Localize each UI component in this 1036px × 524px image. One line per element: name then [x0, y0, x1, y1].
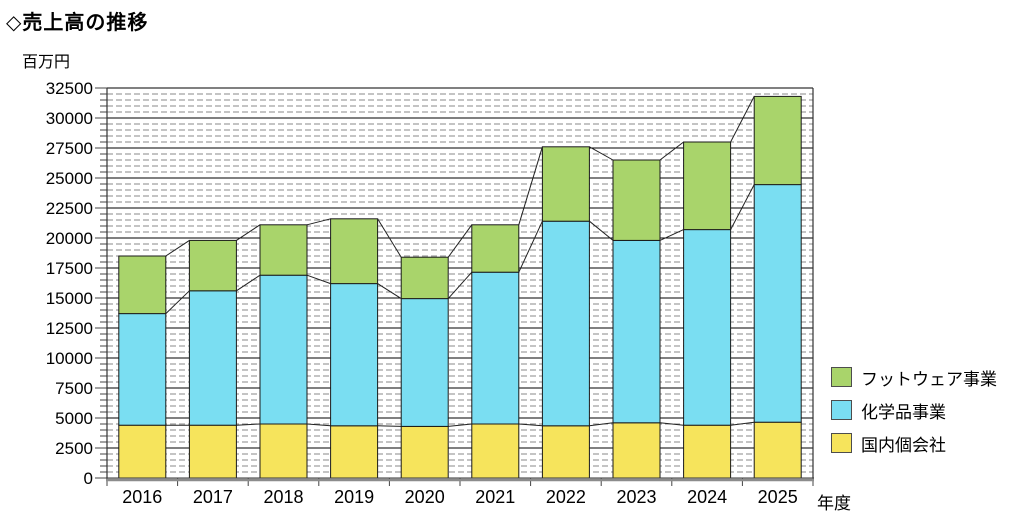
bar-segment: [683, 141, 732, 231]
y-tick-label: 2500: [55, 439, 93, 458]
bar-segment: [188, 239, 237, 292]
series-connector-line: [589, 422, 614, 427]
y-tick-label: 20000: [46, 229, 93, 248]
x-tick-label: 2023: [616, 487, 656, 507]
bar-segment: [471, 423, 520, 479]
bar-segment: [753, 421, 802, 479]
bar-segment: [118, 313, 167, 426]
series-connector-line: [730, 421, 755, 426]
series-connector-line: [377, 425, 402, 427]
bar-segment: [683, 424, 732, 479]
series-connector-line: [306, 423, 331, 427]
bar-segment: [753, 95, 802, 186]
chart-legend: フットウェア事業 化学品事業 国内個会社: [831, 366, 997, 455]
y-tick-label: 10000: [46, 349, 93, 368]
bar-segment: [330, 283, 379, 427]
y-tick-label: 22500: [46, 199, 93, 218]
y-tick-label: 27500: [46, 139, 93, 158]
y-tick-label: 32500: [46, 79, 93, 98]
y-tick-label: 25000: [46, 169, 93, 188]
x-tick-label: 2018: [263, 487, 303, 507]
x-tick-label: 2024: [687, 487, 727, 507]
y-tick-label: 0: [84, 469, 93, 488]
x-tick-label: 2021: [475, 487, 515, 507]
x-tick-label: 2017: [193, 487, 233, 507]
bar-segment: [118, 255, 167, 315]
series-connector-line: [377, 283, 402, 300]
series-connector-line: [377, 218, 402, 258]
bar-segment: [471, 224, 520, 273]
bar-segment: [330, 425, 379, 479]
chart-title: ◇売上高の推移: [6, 12, 149, 34]
series-connector-line: [518, 423, 543, 427]
series-connector-line: [659, 141, 684, 161]
x-tick-label: 2019: [334, 487, 374, 507]
y-tick-label: 12500: [46, 319, 93, 338]
x-tick-label: 2016: [122, 487, 162, 507]
series-connector-line: [236, 224, 261, 241]
legend-swatch-chemicals: [831, 400, 852, 420]
series-connector-line: [165, 290, 190, 314]
series-connector-line: [448, 423, 472, 427]
x-axis-unit-label: 年度: [817, 494, 851, 513]
bar-segment: [471, 271, 520, 425]
y-tick-label: 5000: [55, 409, 93, 428]
bar-segment: [118, 424, 167, 479]
bar-segment: [188, 290, 237, 426]
legend-swatch-footwear: [831, 367, 852, 387]
series-connector-line: [659, 229, 684, 241]
y-tick-label: 30000: [46, 109, 93, 128]
y-tick-label: 17500: [46, 259, 93, 278]
series-connector-line: [306, 218, 331, 226]
series-connector-line: [589, 220, 614, 241]
bar-segment: [188, 424, 237, 479]
bar-segment: [541, 220, 590, 427]
y-tick-label: 15000: [46, 289, 93, 308]
series-connector-line: [518, 146, 543, 225]
bar-segment: [612, 159, 661, 241]
series-connector-line: [236, 274, 261, 292]
series-connector-line: [447, 271, 473, 299]
legend-label-footwear: フットウェア事業: [861, 369, 997, 389]
bar-segment: [753, 184, 802, 423]
legend-item-chemicals: 化学品事業: [831, 399, 997, 422]
x-tick-label: 2020: [405, 487, 445, 507]
bar-segment: [330, 218, 379, 285]
bar-segment: [612, 239, 661, 424]
series-connector-line: [236, 423, 261, 426]
y-axis-unit-label: 百万円: [22, 54, 71, 71]
bar-segment: [541, 146, 590, 222]
bar-segment: [683, 229, 732, 426]
series-connector-line: [730, 184, 755, 230]
legend-item-domestic: 国内個会社: [831, 432, 997, 455]
x-tick-label: 2022: [546, 487, 586, 507]
x-tick-label: 2025: [758, 487, 798, 507]
series-connector-line: [589, 146, 614, 161]
bar-segment: [612, 422, 661, 479]
series-connector-line: [165, 239, 190, 257]
series-connector-line: [447, 224, 473, 258]
legend-item-footwear: フットウェア事業: [831, 366, 997, 389]
y-tick-label: 7500: [55, 379, 93, 398]
series-connector-line: [659, 422, 684, 426]
bar-segment: [259, 274, 308, 425]
legend-label-chemicals: 化学品事業: [861, 402, 946, 422]
bar-segment: [400, 256, 449, 300]
bar-segment: [400, 298, 449, 427]
series-connector-line: [306, 274, 331, 285]
bar-segment: [259, 224, 308, 276]
series-connector-line: [518, 220, 543, 273]
bar-segment: [541, 425, 590, 479]
legend-swatch-domestic: [831, 433, 852, 453]
legend-label-domestic: 国内個会社: [861, 435, 946, 455]
bar-segment: [259, 423, 308, 479]
bar-segment: [400, 425, 449, 479]
series-connector-line: [730, 96, 755, 143]
